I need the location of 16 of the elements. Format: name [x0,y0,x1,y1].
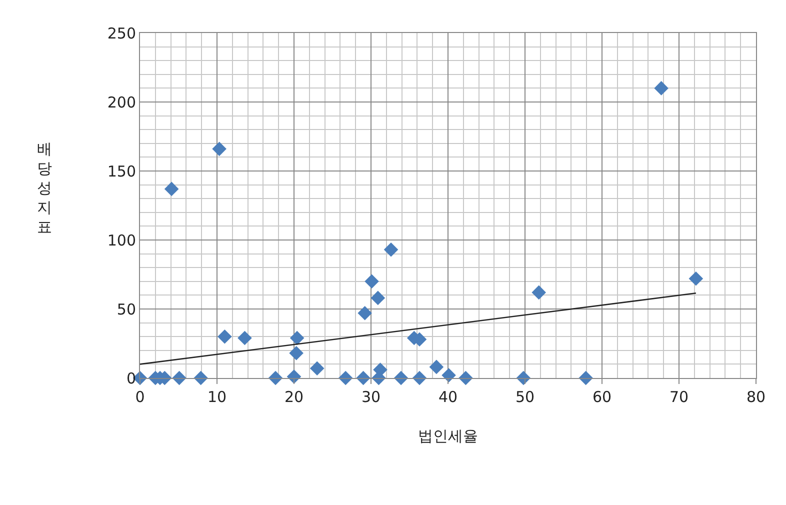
y-tick-label: 0 [126,369,136,388]
x-tick-label: 50 [515,388,535,406]
x-tick-label: 70 [669,388,689,406]
y-tick-label: 150 [107,162,136,180]
y-axis-title: 배당성지표 [37,140,52,236]
x-tick-label: 30 [361,388,381,406]
x-tick-label: 40 [438,388,458,406]
y-tick-label: 50 [116,300,136,318]
x-tick-label: 20 [284,388,304,406]
y-tick-label: 200 [107,93,136,112]
y-tick-label: 100 [107,231,136,250]
x-tick-label: 60 [592,388,612,406]
x-axis-title: 법인세율 [418,427,478,445]
x-tick-label: 10 [207,388,227,406]
y-tick-label: 250 [107,24,136,42]
x-tick-label: 80 [746,388,766,406]
